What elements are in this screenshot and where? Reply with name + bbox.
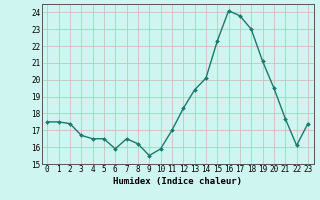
X-axis label: Humidex (Indice chaleur): Humidex (Indice chaleur) [113,177,242,186]
